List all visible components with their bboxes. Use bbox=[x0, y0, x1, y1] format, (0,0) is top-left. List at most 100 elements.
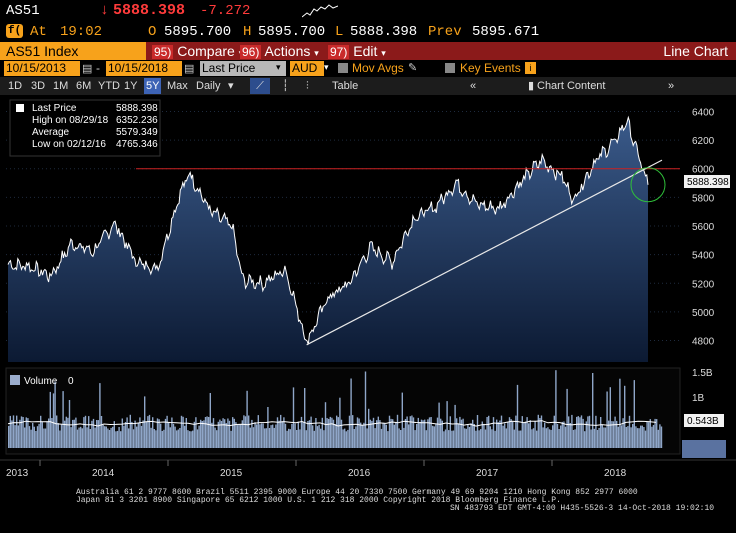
volume-bar bbox=[40, 415, 42, 448]
start-date-field[interactable]: 10/15/2013 bbox=[4, 61, 80, 76]
volume-bar bbox=[211, 422, 213, 448]
range-1y[interactable]: 1Y bbox=[124, 80, 138, 92]
end-date-field[interactable]: 10/15/2018 bbox=[106, 61, 182, 76]
volume-bar bbox=[624, 385, 626, 448]
volume-bar bbox=[356, 417, 359, 448]
currency-selector[interactable]: AUD bbox=[290, 61, 324, 76]
calendar-icon[interactable]: ▤ bbox=[82, 63, 93, 75]
actions-number: 96) bbox=[240, 45, 262, 59]
volume-bar bbox=[46, 421, 48, 448]
volume-bar bbox=[347, 429, 349, 448]
y-tick-label: 5200 bbox=[692, 279, 715, 290]
volume-bar bbox=[41, 422, 43, 448]
volume-bar bbox=[580, 415, 583, 448]
last-price-marker: 5888.398 bbox=[684, 175, 730, 188]
pencil-icon[interactable]: ✎ bbox=[408, 62, 418, 74]
function-icon[interactable]: f( bbox=[6, 24, 24, 38]
volume-bar bbox=[209, 393, 211, 448]
mov-avgs-label[interactable]: Mov Avgs bbox=[352, 61, 404, 75]
range-3d[interactable]: 3D bbox=[31, 80, 46, 92]
volume-bar bbox=[102, 424, 104, 448]
trend-line[interactable] bbox=[306, 159, 663, 346]
volume-bar bbox=[481, 421, 483, 448]
volume-bar bbox=[352, 415, 354, 448]
volume-bar bbox=[270, 425, 272, 448]
volume-bar bbox=[350, 378, 352, 448]
collapse-right-icon[interactable]: » bbox=[668, 80, 675, 92]
volume-bar bbox=[164, 418, 167, 448]
volume-bar bbox=[526, 417, 528, 448]
field-selector[interactable]: Last Price bbox=[200, 61, 286, 76]
volume-bar bbox=[232, 417, 234, 448]
range-6m[interactable]: 6M bbox=[76, 80, 92, 92]
volume-bar bbox=[251, 419, 253, 448]
volume-bar bbox=[315, 418, 317, 448]
legend-high-label: High on 08/29/18 bbox=[32, 115, 109, 126]
volume-bar bbox=[168, 422, 170, 448]
range-1d[interactable]: 1D bbox=[8, 80, 23, 92]
volume-bar bbox=[292, 387, 295, 448]
candle-chart-icon[interactable]: ⫶ bbox=[306, 80, 309, 92]
compare-button[interactable]: 95) Compare ▾ bbox=[152, 42, 243, 60]
range-ytd[interactable]: YTD bbox=[98, 80, 120, 92]
volume-bar bbox=[419, 422, 421, 448]
bar-chart-icon[interactable]: ┆ bbox=[282, 80, 289, 92]
y-tick-label: 4800 bbox=[692, 337, 715, 348]
chart-settings-row: 10/15/2013 ▤ - 10/15/2018 ▤ Last Price ▾… bbox=[0, 61, 736, 77]
volume-bar bbox=[523, 422, 525, 448]
volume-bar bbox=[67, 417, 69, 448]
volume-bar bbox=[420, 419, 423, 448]
volume-bar bbox=[339, 397, 341, 448]
volume-bar bbox=[340, 419, 343, 448]
volume-bar bbox=[486, 417, 488, 448]
volume-bar bbox=[203, 420, 205, 448]
volume-bar bbox=[376, 420, 378, 448]
collapse-left-icon[interactable]: « bbox=[470, 80, 477, 92]
last-price-swatch bbox=[16, 104, 24, 112]
volume-bar bbox=[259, 424, 261, 448]
mov-avgs-checkbox[interactable] bbox=[338, 63, 348, 73]
edit-button[interactable]: 97) Edit ▾ bbox=[328, 42, 386, 60]
volume-bar bbox=[593, 428, 595, 448]
volume-bar bbox=[64, 420, 66, 448]
actions-button[interactable]: 96) Actions ▾ bbox=[240, 42, 319, 60]
key-events-checkbox[interactable] bbox=[445, 63, 455, 73]
volume-bar bbox=[152, 417, 154, 448]
volume-bar bbox=[324, 402, 327, 448]
volume-bar bbox=[641, 425, 643, 448]
volume-bar bbox=[310, 416, 312, 448]
key-events-label[interactable]: Key Events bbox=[460, 61, 521, 75]
down-arrow-icon: ↓ bbox=[100, 2, 110, 19]
info-icon[interactable]: i bbox=[525, 62, 536, 74]
range-5y[interactable]: 5Y bbox=[144, 78, 162, 94]
volume-bar bbox=[598, 428, 600, 448]
volume-bar bbox=[329, 416, 331, 448]
volume-bar bbox=[136, 426, 138, 448]
volume-bar bbox=[300, 416, 303, 448]
range-1m[interactable]: 1M bbox=[53, 80, 69, 92]
security-field[interactable]: AS51 Index bbox=[0, 42, 146, 60]
frequency-selector[interactable]: Daily bbox=[196, 80, 221, 92]
sparkline-icon bbox=[301, 3, 339, 19]
volume-bar bbox=[443, 431, 445, 448]
volume-bar bbox=[553, 415, 555, 448]
volume-bar bbox=[112, 426, 114, 448]
volume-bar bbox=[438, 402, 440, 448]
volume-bar bbox=[313, 430, 315, 448]
chart-content-button[interactable]: Chart Content bbox=[537, 80, 606, 92]
volume-bar bbox=[262, 423, 264, 448]
volume-bar bbox=[195, 417, 197, 448]
volume-bar bbox=[188, 431, 191, 448]
volume-bar bbox=[228, 420, 231, 448]
volume-bar bbox=[169, 427, 171, 448]
volume-bar bbox=[563, 421, 565, 448]
x-tick-label: 2015 bbox=[220, 468, 243, 479]
volume-bar bbox=[81, 428, 83, 448]
range-max[interactable]: Max bbox=[167, 80, 188, 92]
table-button[interactable]: Table bbox=[332, 80, 359, 92]
calendar-icon[interactable]: ▤ bbox=[184, 63, 195, 75]
line-chart-icon[interactable]: ⟋ bbox=[250, 78, 270, 94]
volume-bar bbox=[235, 422, 237, 448]
volume-bar bbox=[273, 427, 275, 448]
volume-bar bbox=[25, 417, 27, 448]
